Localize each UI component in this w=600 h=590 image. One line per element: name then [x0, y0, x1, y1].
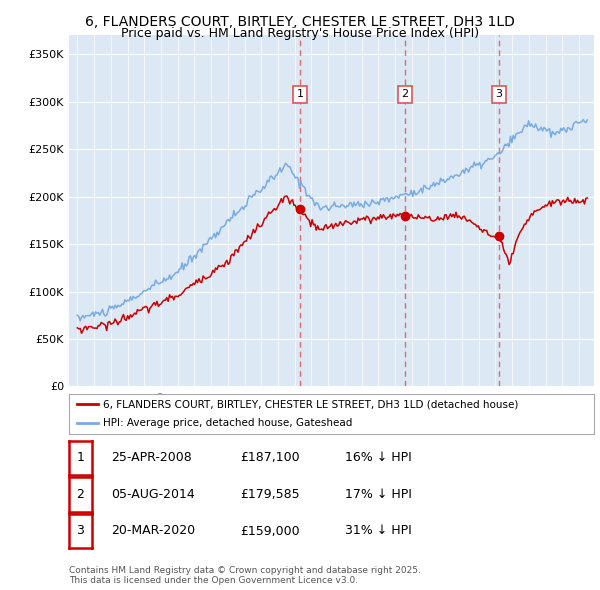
Text: 25-APR-2008: 25-APR-2008	[111, 451, 192, 464]
Text: 6, FLANDERS COURT, BIRTLEY, CHESTER LE STREET, DH3 1LD: 6, FLANDERS COURT, BIRTLEY, CHESTER LE S…	[85, 15, 515, 29]
Text: £179,585: £179,585	[240, 488, 299, 501]
Text: 1: 1	[296, 89, 304, 99]
Text: 3: 3	[76, 525, 85, 537]
Text: 6, FLANDERS COURT, BIRTLEY, CHESTER LE STREET, DH3 1LD (detached house): 6, FLANDERS COURT, BIRTLEY, CHESTER LE S…	[103, 399, 518, 409]
Text: 20-MAR-2020: 20-MAR-2020	[111, 525, 195, 537]
Text: £159,000: £159,000	[240, 525, 299, 537]
Text: 17% ↓ HPI: 17% ↓ HPI	[345, 488, 412, 501]
Text: 1: 1	[76, 451, 85, 464]
Text: 31% ↓ HPI: 31% ↓ HPI	[345, 525, 412, 537]
Text: 3: 3	[496, 89, 503, 99]
Text: 2: 2	[76, 488, 85, 501]
Text: £187,100: £187,100	[240, 451, 299, 464]
Text: HPI: Average price, detached house, Gateshead: HPI: Average price, detached house, Gate…	[103, 418, 353, 428]
Text: 16% ↓ HPI: 16% ↓ HPI	[345, 451, 412, 464]
Text: Contains HM Land Registry data © Crown copyright and database right 2025.
This d: Contains HM Land Registry data © Crown c…	[69, 566, 421, 585]
Text: 2: 2	[401, 89, 409, 99]
Text: Price paid vs. HM Land Registry's House Price Index (HPI): Price paid vs. HM Land Registry's House …	[121, 27, 479, 40]
Text: 05-AUG-2014: 05-AUG-2014	[111, 488, 195, 501]
